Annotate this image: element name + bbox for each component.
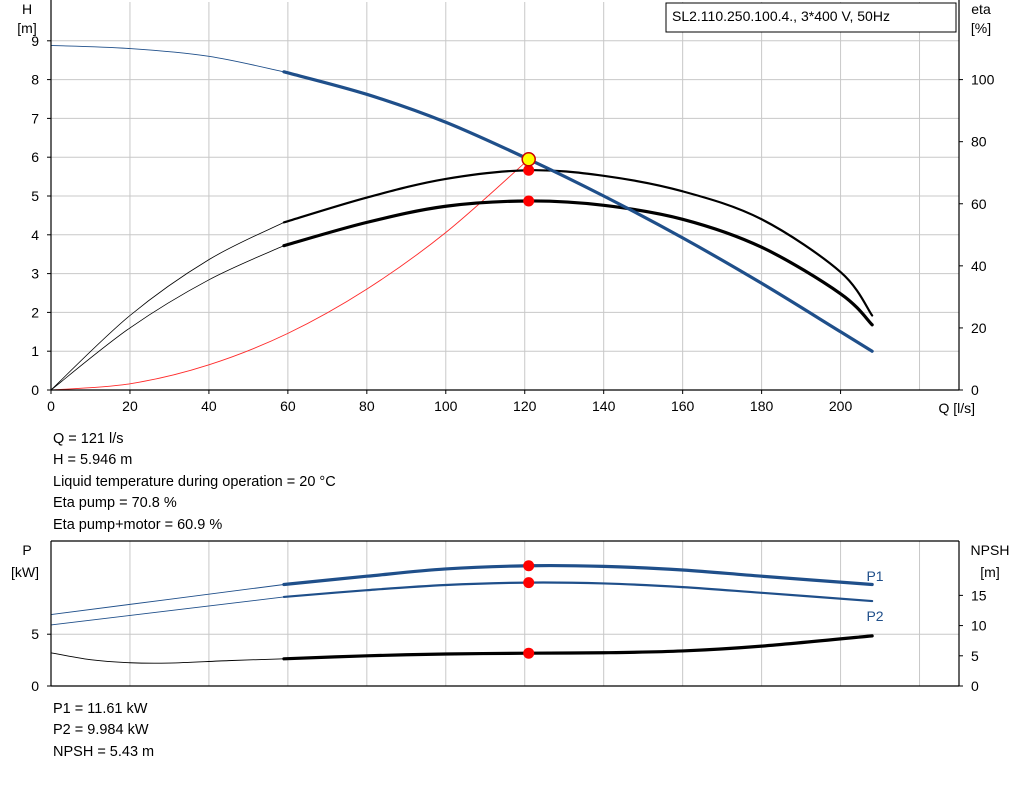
eta-tick-label-100: 100 — [971, 72, 995, 88]
eta-pump-curve-operating-line — [282, 169, 874, 317]
p-tick-label-5: 5 — [31, 626, 39, 642]
h-tick-label-7: 7 — [31, 110, 39, 126]
h-tick-label-4: 4 — [31, 227, 39, 243]
npsh-tick-label-15: 15 — [971, 587, 987, 603]
eta-pump-text: Eta pump = 70.8 % — [53, 495, 177, 511]
q-tick-label-80: 80 — [359, 398, 375, 414]
q-tick-label-200: 200 — [829, 398, 853, 414]
q-tick-label-20: 20 — [122, 398, 138, 414]
eta-total-curve-extended-line — [50, 245, 285, 391]
h-tick-label-2: 2 — [31, 304, 39, 320]
model-label: SL2.110.250.100.4., 3*400 V, 50Hz — [672, 8, 890, 24]
q-tick-label-180: 180 — [750, 398, 774, 414]
eta-pump-curve-extended-line — [50, 222, 285, 391]
h-axis-title: H — [22, 1, 32, 17]
q-tick-label-60: 60 — [280, 398, 296, 414]
h-tick-label-3: 3 — [31, 266, 39, 282]
p2-curve-label: P2 — [866, 608, 883, 624]
duty-h-text: H = 5.946 m — [53, 452, 133, 468]
npsh-value-text: NPSH = 5.43 m — [53, 744, 155, 760]
p2-curve-operating-line — [282, 581, 874, 603]
q-axis-title: Q [l/s] — [938, 400, 975, 416]
h-tick-label-9: 9 — [31, 33, 39, 49]
eta-pump-curve-duty-marker — [523, 164, 535, 176]
eta-tick-label-40: 40 — [971, 258, 987, 274]
p-tick-label-0: 0 — [31, 678, 39, 694]
p1-curve-extended-line — [50, 584, 284, 615]
npsh-curve-duty-marker — [523, 647, 535, 659]
npsh-axis-unit: [m] — [980, 564, 999, 580]
p2-curve-duty-marker — [523, 577, 535, 589]
head-curve-extended-line — [50, 45, 285, 73]
eta-axis-unit: [%] — [971, 20, 991, 36]
npsh-curve-extended-line — [50, 652, 284, 664]
q-tick-label-140: 140 — [592, 398, 616, 414]
p-axis-title: P — [22, 542, 31, 558]
npsh-curve-operating-line — [282, 634, 874, 661]
npsh-axis-title: NPSH — [971, 542, 1010, 558]
eta-tick-label-80: 80 — [971, 134, 987, 150]
h-tick-label-1: 1 — [31, 343, 39, 359]
p-axis-unit: [kW] — [11, 564, 39, 580]
eta-tick-label-60: 60 — [971, 196, 987, 212]
eta-total-curve-operating-line — [282, 199, 874, 327]
eta-axis-title: eta — [971, 1, 991, 17]
p1-value-text: P1 = 11.61 kW — [53, 701, 148, 717]
p2-curve-extended-line — [50, 596, 284, 626]
q-tick-label-0: 0 — [47, 398, 55, 414]
model-label-box — [665, 2, 957, 33]
npsh-tick-label-5: 5 — [971, 648, 979, 664]
h-tick-label-6: 6 — [31, 149, 39, 165]
npsh-tick-label-10: 10 — [971, 618, 987, 634]
p1-curve-duty-marker — [523, 560, 535, 572]
system-curve-line — [50, 158, 529, 391]
p1-curve-operating-line — [282, 563, 874, 587]
head-curve-operating-line — [282, 70, 874, 353]
duty-point-marker — [521, 152, 536, 167]
npsh-tick-label-0: 0 — [971, 678, 979, 694]
q-tick-label-40: 40 — [201, 398, 217, 414]
q-tick-label-100: 100 — [434, 398, 458, 414]
p1-curve-label: P1 — [866, 568, 883, 584]
h-tick-label-8: 8 — [31, 72, 39, 88]
liquid-temperature-text: Liquid temperature during operation = 20… — [53, 474, 336, 490]
q-tick-label-160: 160 — [671, 398, 695, 414]
p2-value-text: P2 = 9.984 kW — [53, 722, 149, 738]
h-tick-label-0: 0 — [31, 382, 39, 398]
h-axis-unit: [m] — [17, 20, 36, 36]
q-tick-label-120: 120 — [513, 398, 537, 414]
duty-q-text: Q = 121 l/s — [53, 431, 124, 447]
eta-total-text: Eta pump+motor = 60.9 % — [53, 517, 223, 533]
eta-tick-label-20: 20 — [971, 320, 987, 336]
eta-total-curve-duty-marker — [523, 195, 535, 207]
eta-tick-label-0: 0 — [971, 382, 979, 398]
h-tick-label-5: 5 — [31, 188, 39, 204]
